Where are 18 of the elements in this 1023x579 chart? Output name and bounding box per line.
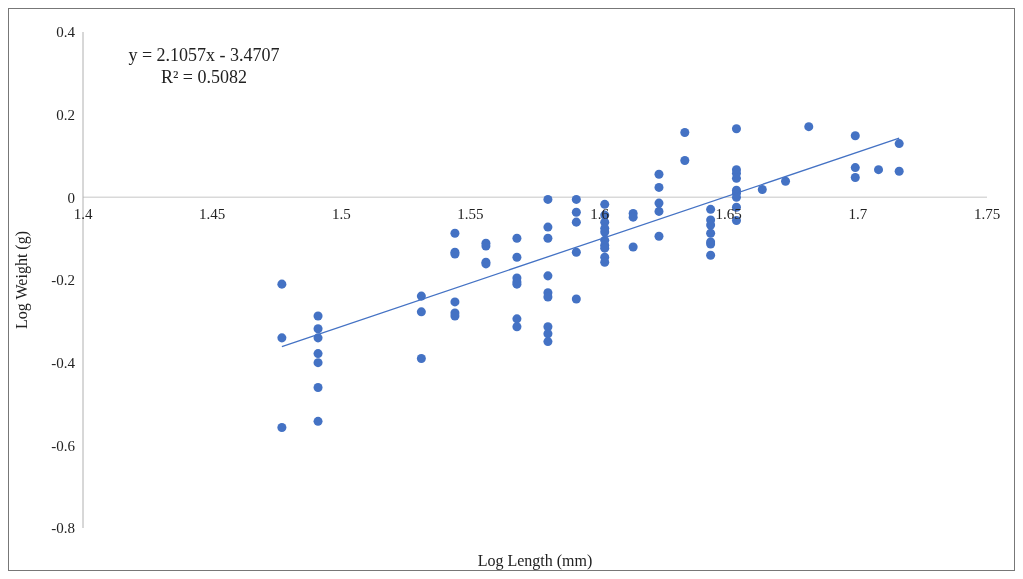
x-tick-label: 1.75 — [973, 206, 1001, 222]
x-tick-label: 1.7 — [848, 206, 868, 222]
y-tick-label: -0.8 — [51, 520, 75, 537]
x-tick-label: 1.5 — [331, 206, 351, 222]
y-tick-label: -0.6 — [51, 437, 76, 454]
x-tick-label: 1.45 — [199, 206, 226, 222]
y-tick-label: 0.4 — [56, 24, 76, 41]
x-tick-label: 1.55 — [457, 206, 484, 222]
annotation: y = 2.1057x - 3.4707 — [128, 45, 280, 65]
x-axis-title: Log Length (mm) — [477, 552, 593, 570]
y-tick-label: 0.2 — [56, 106, 75, 123]
y-axis-title: Log Weight (g) — [12, 231, 31, 329]
x-tick-label: 1.4 — [73, 206, 93, 222]
y-tick-label: 0 — [67, 189, 75, 206]
annotation: R² = 0.5082 — [160, 67, 248, 87]
y-tick-label: -0.4 — [51, 354, 76, 371]
y-tick-label: -0.2 — [51, 272, 75, 289]
x-tick-label: 1.65 — [715, 206, 742, 222]
